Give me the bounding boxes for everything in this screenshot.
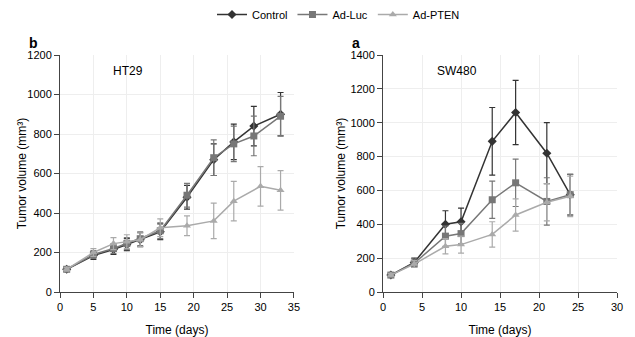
svg-text:25: 25 <box>221 301 233 313</box>
svg-text:20: 20 <box>188 301 200 313</box>
svg-text:800: 800 <box>357 150 375 162</box>
svg-text:400: 400 <box>357 218 375 230</box>
svg-text:1200: 1200 <box>350 83 374 95</box>
svg-text:200: 200 <box>33 246 51 258</box>
svg-text:600: 600 <box>357 184 375 196</box>
svg-text:200: 200 <box>357 252 375 264</box>
svg-text:35: 35 <box>288 301 300 313</box>
svg-text:1000: 1000 <box>27 88 51 100</box>
svg-text:1200: 1200 <box>27 49 51 61</box>
svg-text:20: 20 <box>533 301 545 313</box>
svg-text:800: 800 <box>33 128 51 140</box>
svg-text:0: 0 <box>46 286 52 298</box>
svg-text:600: 600 <box>33 167 51 179</box>
svg-text:Tumor volume (mm³): Tumor volume (mm³) <box>15 118 29 230</box>
svg-text:a: a <box>352 35 360 51</box>
svg-text:Time (days): Time (days) <box>469 323 532 337</box>
svg-text:SW480: SW480 <box>437 64 477 78</box>
svg-text:Tumor volume (mm³): Tumor volume (mm³) <box>334 118 348 230</box>
svg-text:Time (days): Time (days) <box>146 323 209 337</box>
svg-text:10: 10 <box>455 301 467 313</box>
svg-text:25: 25 <box>572 301 584 313</box>
svg-text:30: 30 <box>611 301 623 313</box>
svg-text:Ad-Luc: Ad-Luc <box>332 9 367 21</box>
svg-text:15: 15 <box>494 301 506 313</box>
svg-text:1000: 1000 <box>350 117 374 129</box>
svg-text:0: 0 <box>369 286 375 298</box>
svg-text:Ad-PTEN: Ad-PTEN <box>413 9 460 21</box>
svg-text:400: 400 <box>33 207 51 219</box>
svg-text:15: 15 <box>154 301 166 313</box>
svg-text:0: 0 <box>57 301 63 313</box>
svg-text:1400: 1400 <box>350 49 374 61</box>
svg-text:b: b <box>29 35 38 51</box>
svg-text:30: 30 <box>254 301 266 313</box>
svg-text:5: 5 <box>419 301 425 313</box>
svg-text:HT29: HT29 <box>113 64 143 78</box>
svg-text:Control: Control <box>252 9 287 21</box>
svg-text:5: 5 <box>90 301 96 313</box>
svg-text:0: 0 <box>380 301 386 313</box>
svg-text:10: 10 <box>121 301 133 313</box>
